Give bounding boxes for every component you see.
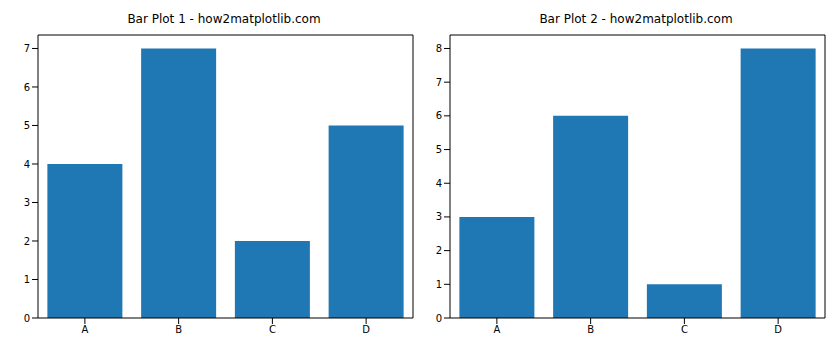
svg-text:C: C xyxy=(269,324,276,335)
svg-text:D: D xyxy=(362,324,370,335)
svg-text:B: B xyxy=(587,324,594,335)
svg-text:8: 8 xyxy=(436,43,442,54)
svg-text:3: 3 xyxy=(24,197,30,208)
svg-text:0: 0 xyxy=(436,313,442,324)
svg-text:2: 2 xyxy=(24,236,30,247)
svg-text:1: 1 xyxy=(436,279,442,290)
svg-text:7: 7 xyxy=(24,43,30,54)
svg-text:A: A xyxy=(81,324,88,335)
svg-text:B: B xyxy=(175,324,182,335)
svg-text:4: 4 xyxy=(24,159,30,170)
svg-text:5: 5 xyxy=(24,120,30,131)
svg-text:D: D xyxy=(774,324,782,335)
html-text:Bar Plot 1 - how2matplotlib.co: Bar Plot 1 - how2matplotlib.com xyxy=(127,12,321,26)
svg-text:0: 0 xyxy=(24,313,30,324)
html-text:Bar Plot 2 - how2matplotlib.co: Bar Plot 2 - how2matplotlib.com xyxy=(539,12,733,26)
svg-text:2: 2 xyxy=(436,245,442,256)
svg-text:C: C xyxy=(681,324,688,335)
svg-text:4: 4 xyxy=(436,178,442,189)
svg-text:6: 6 xyxy=(24,82,30,93)
svg-text:7: 7 xyxy=(436,77,442,88)
svg-text:3: 3 xyxy=(436,211,442,222)
svg-text:1: 1 xyxy=(24,274,30,285)
svg-text:6: 6 xyxy=(436,110,442,121)
svg-text:A: A xyxy=(493,324,500,335)
svg-text:5: 5 xyxy=(436,144,442,155)
